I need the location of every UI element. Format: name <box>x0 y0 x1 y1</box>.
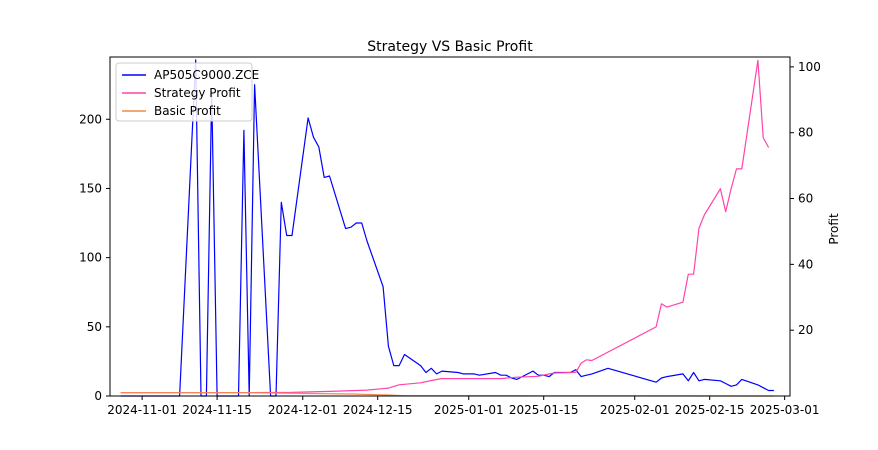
legend-box <box>115 62 253 122</box>
chart-title: Strategy VS Basic Profit <box>367 39 533 55</box>
y2-axis-label: Profit <box>827 213 841 245</box>
y-tick-label: 50 <box>87 320 102 334</box>
y-tick-label: 200 <box>79 112 102 126</box>
y-tick-label: 0 <box>94 389 102 403</box>
legend-label: AP505C9000.ZCE <box>154 68 259 82</box>
y2-tick-label: 80 <box>798 126 813 140</box>
legend-label: Strategy Profit <box>154 86 241 100</box>
y2-tick-label: 20 <box>798 323 813 337</box>
y2-tick-label: 40 <box>798 257 813 271</box>
legend: AP505C9000.ZCE Strategy Profit Basic Profi… <box>115 62 259 122</box>
x-tick-label: 2025-01-15 <box>509 403 579 417</box>
y-tick-label: 100 <box>79 251 102 265</box>
x-tick-label: 2025-02-01 <box>600 403 670 417</box>
x-tick-label: 2024-11-15 <box>182 403 252 417</box>
series-line-ap505c9000-zce <box>120 59 774 397</box>
x-tick-label: 2025-03-01 <box>750 403 820 417</box>
x-tick-label: 2024-12-01 <box>268 403 338 417</box>
axes: 2024-11-01 2024-11-15 2024-12-01 2024-12-15… <box>79 60 821 417</box>
plot-frame <box>109 56 791 397</box>
legend-label: Basic Profit <box>154 104 221 118</box>
y-tick-label: 150 <box>79 181 102 195</box>
x-tick-label: 2024-11-01 <box>107 403 177 417</box>
x-tick-label: 2025-01-01 <box>434 403 504 417</box>
y2-tick-label: 60 <box>798 192 813 206</box>
y2-tick-label: 100 <box>798 60 821 74</box>
x-tick-label: 2024-12-15 <box>343 403 413 417</box>
series-line-strategy-profit <box>120 59 770 394</box>
x-tick-label: 2025-02-15 <box>675 403 745 417</box>
